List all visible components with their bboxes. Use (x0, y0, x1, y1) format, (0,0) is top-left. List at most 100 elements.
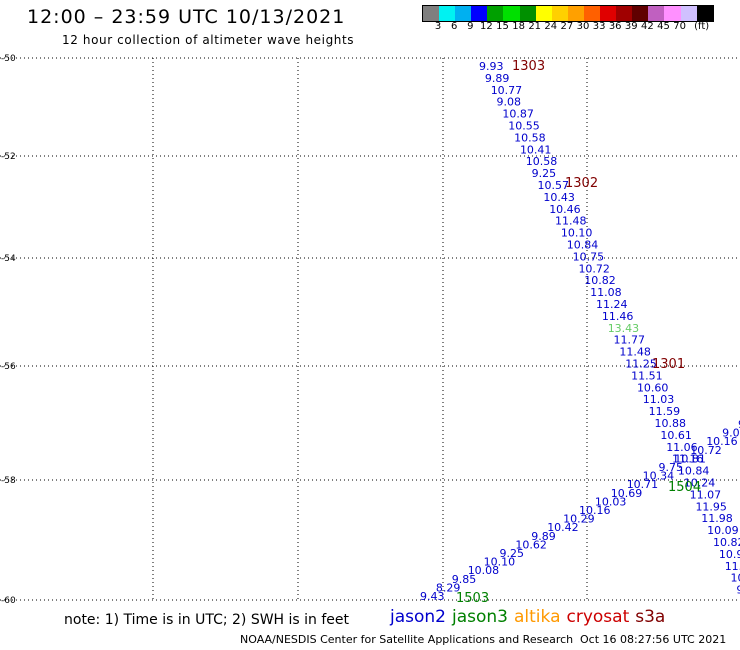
footer-note: note: 1) Time is in UTC; 2) SWH is in fe… (64, 612, 350, 628)
color-scale-label: 6 (451, 21, 458, 32)
color-swatch (616, 6, 633, 21)
wave-height-value: 10.84 (678, 465, 710, 478)
wave-height-value: 9.08 (497, 96, 522, 109)
wave-height-value: 9.75 (659, 461, 684, 474)
pass-number-label: 1301 (652, 357, 685, 372)
wave-height-value: 9.89 (531, 530, 556, 543)
y-tick-label: -58 (1, 476, 16, 486)
color-scale-label: 70 (673, 21, 686, 32)
wave-height-value: 11.08 (590, 286, 622, 299)
color-scale-label: 24 (544, 21, 558, 32)
wave-height-value: 9 (736, 584, 740, 597)
color-swatch (519, 6, 536, 21)
color-swatch (600, 6, 617, 21)
credit-timestamp: Oct 16 08:27:56 UTC 2021 (580, 633, 727, 646)
wave-height-value: 11.95 (695, 500, 727, 513)
wave-height-value: 11.98 (701, 512, 733, 525)
color-swatch (632, 6, 649, 21)
wave-height-value: 10.08 (468, 564, 500, 577)
color-swatch (551, 6, 568, 21)
color-scale-label: 39 (624, 21, 638, 32)
wave-height-value: 11.48 (555, 215, 587, 228)
wave-height-value: 10.09 (707, 524, 739, 537)
wave-height-value: 11.16 (672, 453, 704, 466)
wave-height-value: 10.03 (595, 495, 627, 508)
y-tick-label: -56 (1, 362, 16, 372)
wave-height-value: 10.82 (713, 536, 740, 549)
wave-height-value: 10.81 (674, 452, 706, 465)
color-swatch (423, 6, 440, 21)
color-swatch (535, 6, 552, 21)
color-swatch (487, 6, 504, 21)
wave-height-value: 10.84 (567, 239, 599, 252)
wave-height-value: 10.60 (637, 381, 669, 394)
y-tick-label: -50 (1, 54, 16, 64)
pass-number-label: 1504 (668, 480, 701, 495)
wave-height-value: 10.61 (660, 429, 692, 442)
color-swatch (471, 6, 488, 21)
wave-height-value: 10.58 (526, 155, 558, 168)
wave-height-value: 10.46 (549, 203, 581, 216)
color-scale-bar (422, 5, 714, 22)
color-scale-label: 12 (480, 21, 493, 32)
wave-height-value: 8.29 (436, 581, 461, 594)
color-swatch (455, 6, 472, 21)
wave-height-value: 10.71 (627, 478, 659, 491)
wave-height-value: 10.92 (719, 548, 740, 561)
wave-height-value: 10.72 (690, 444, 722, 457)
satellite-legend-item: altika (514, 607, 561, 627)
wave-height-value: 11.06 (666, 441, 698, 454)
wave-height-value: 10.62 (515, 538, 547, 551)
wave-height-value: 11.0 (725, 560, 740, 573)
wave-height-value: 10.29 (563, 513, 595, 526)
wave-height-value: 10.43 (543, 191, 575, 204)
color-swatch (503, 6, 520, 21)
wave-height-value: 10.82 (584, 274, 616, 287)
color-scale-label: 30 (576, 21, 590, 32)
wave-height-value: 11.59 (649, 405, 681, 418)
page-subtitle: 12 hour collection of altimeter wave hei… (62, 33, 355, 47)
wave-height-value: 11.77 (614, 334, 646, 347)
pass-number-label: 1302 (565, 176, 598, 191)
wave-height-value: 9.89 (485, 72, 510, 85)
color-scale-label: 36 (608, 21, 622, 32)
wave-height-value: 11.48 (619, 346, 651, 359)
wave-height-value: 10.42 (547, 521, 579, 534)
wave-height-value: 11.46 (602, 310, 634, 323)
satellite-legend-item: jason2 (390, 607, 446, 627)
wave-height-value: 10. (731, 572, 740, 585)
pass-number-label: 1503 (456, 591, 489, 605)
satellite-legend: jason2 jason3 altika cryosat s3a (390, 607, 671, 627)
color-scale-label: 27 (560, 21, 574, 32)
wave-height-value: 11.07 (690, 488, 722, 501)
wave-height-value: 9.25 (500, 547, 525, 560)
y-tick-label: -52 (1, 152, 16, 162)
wave-height-value: 9. (738, 418, 740, 431)
wave-height-value: 9.93 (479, 60, 504, 73)
wave-height-value: 11.24 (596, 298, 628, 311)
color-scale-label: 15 (496, 21, 509, 32)
wave-height-value: 11.03 (643, 393, 675, 406)
color-scale-label: 21 (528, 21, 542, 32)
color-swatch (567, 6, 584, 21)
wave-height-value: 10.34 (643, 470, 675, 483)
wave-height-value: 10.57 (538, 179, 570, 192)
wave-height-value: 13.43 (608, 322, 640, 335)
color-swatch (583, 6, 601, 21)
wave-height-value: 10.88 (655, 417, 687, 430)
satellite-legend-item: jason3 (452, 607, 508, 627)
wave-height-value: 11.51 (631, 369, 663, 382)
wave-height-value: 10.10 (484, 556, 515, 569)
credit-text: NOAA/NESDIS Center for Satellite Applica… (240, 633, 574, 646)
color-swatch (664, 6, 681, 21)
wave-height-value: 10.55 (508, 120, 540, 133)
pass-number-label: 1303 (512, 59, 545, 74)
wave-height-value: 10.72 (578, 262, 610, 275)
color-scale-label: 18 (512, 21, 525, 32)
wave-height-value: 10.16 (706, 435, 738, 448)
color-scale-label: 45 (657, 21, 670, 32)
satellite-legend-item: s3a (635, 607, 666, 627)
color-swatch (648, 6, 665, 21)
y-tick-label: -54 (1, 254, 16, 264)
wave-height-value: 9.43 (420, 590, 445, 603)
